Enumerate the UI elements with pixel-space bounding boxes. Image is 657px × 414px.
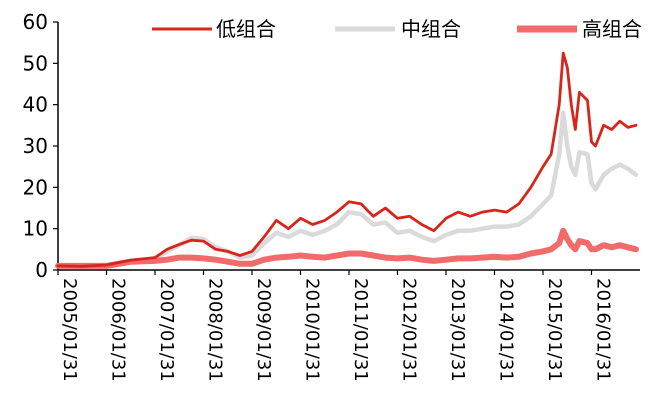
- series-line-low: [56, 51, 638, 268]
- y-tick-label: 0: [35, 258, 48, 282]
- x-tick-label: 2008/01/31: [205, 278, 226, 382]
- x-tick-label: 2011/01/31: [350, 278, 371, 382]
- legend-label-mid: 中组合: [401, 17, 461, 41]
- x-axis: 2005/01/31 2006/01/31 2007/01/31 2008/01/31…: [57, 269, 640, 382]
- y-tick-label: 20: [23, 175, 48, 199]
- series-line-mid: [55, 110, 639, 269]
- x-tick-label: 2016/01/31: [593, 278, 614, 382]
- x-tick-label: 2012/01/31: [399, 278, 420, 382]
- x-tick-label: 2006/01/31: [108, 278, 129, 382]
- x-tick-label: 2014/01/31: [496, 278, 517, 382]
- x-tick-label: 2005/01/31: [59, 278, 80, 382]
- y-tick-label: 50: [23, 51, 48, 75]
- y-tick-label: 30: [23, 134, 48, 158]
- legend-label-low: 低组合: [216, 17, 276, 41]
- y-axis: 0 10 20 30 40 50 60: [23, 10, 59, 282]
- x-tick-label: 2013/01/31: [447, 278, 468, 382]
- y-tick-label: 60: [23, 10, 48, 34]
- legend: 低组合 中组合 高组合: [152, 17, 642, 41]
- x-tick-label: 2015/01/31: [544, 278, 565, 382]
- y-tick-label: 10: [23, 217, 48, 241]
- series-line-high: [55, 227, 639, 269]
- y-tick-label: 40: [23, 93, 48, 117]
- series-layer: [55, 51, 639, 269]
- x-tick-label: 2010/01/31: [302, 278, 323, 382]
- x-tick-label: 2007/01/31: [156, 278, 177, 382]
- legend-label-high: 高组合: [582, 17, 642, 41]
- x-tick-label: 2009/01/31: [253, 278, 274, 382]
